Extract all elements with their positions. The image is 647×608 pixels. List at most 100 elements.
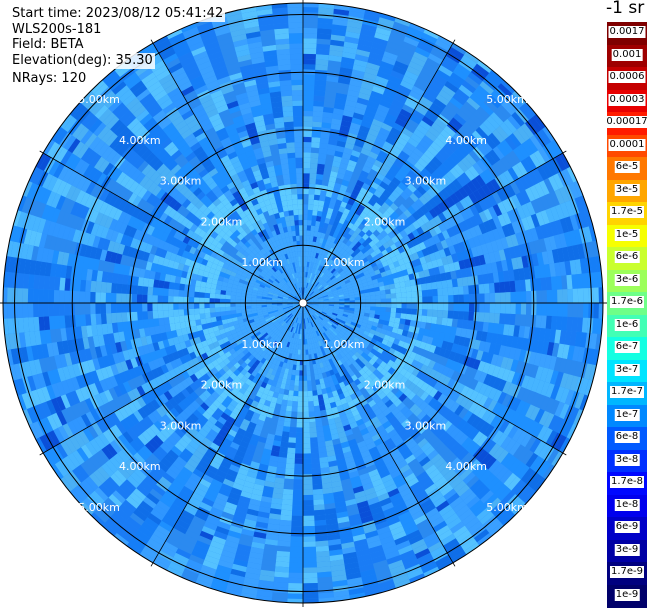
range-gate-cell <box>292 500 303 506</box>
range-gate-cell <box>279 447 287 453</box>
range-gate-cell <box>303 106 313 111</box>
range-gate-cell <box>303 407 309 412</box>
range-gate-cell <box>303 173 310 178</box>
range-gate-cell <box>547 290 553 303</box>
range-gate-cell <box>295 448 303 453</box>
range-gate-cell <box>303 433 310 438</box>
range-gate-cell <box>375 307 381 311</box>
range-gate-cell <box>290 380 295 386</box>
range-gate-cell <box>303 158 311 163</box>
range-gate-cell <box>297 412 303 417</box>
range-gate-cell <box>303 536 316 542</box>
range-gate-cell <box>311 142 320 148</box>
range-gate-cell <box>305 350 308 355</box>
range-gate-cell <box>459 303 464 311</box>
range-gate-cell <box>311 380 316 386</box>
range-gate-cell <box>448 311 454 319</box>
range-gate-cell <box>317 572 332 578</box>
range-gate-cell <box>313 489 323 495</box>
range-gate-cell <box>314 80 326 86</box>
range-gate-cell <box>412 303 417 309</box>
range-gate-cell <box>303 199 308 204</box>
range-gate-cell <box>316 179 323 185</box>
range-gate-cell <box>526 291 532 303</box>
range-gate-cell <box>437 310 443 318</box>
range-gate-cell <box>396 303 401 308</box>
range-gate-cell <box>390 288 396 293</box>
range-gate-cell <box>303 422 310 427</box>
range-gate-cell <box>303 376 307 381</box>
range-gate-cell <box>303 542 316 548</box>
range-gate-cell <box>313 116 323 122</box>
range-gate-cell <box>526 303 532 315</box>
range-gate-cell <box>552 303 558 316</box>
range-gate-cell <box>318 447 326 453</box>
range-gate-cell <box>504 281 510 292</box>
range-gate-cell <box>298 402 303 407</box>
range-gate-cell <box>303 443 311 448</box>
range-gate-cell <box>314 85 326 91</box>
range-gate-cell <box>280 520 292 526</box>
range-gate-cell <box>432 289 438 296</box>
range-gate-cell <box>306 365 310 370</box>
range-gate-cell <box>319 0 335 4</box>
range-gate-cell <box>317 436 325 442</box>
range-gate-cell <box>421 284 427 291</box>
range-gate-cell <box>314 510 325 516</box>
range-gate-cell <box>294 474 303 479</box>
range-gate-cell <box>303 152 311 157</box>
range-gate-cell <box>411 309 417 315</box>
range-gate-cell <box>412 297 417 303</box>
range-gate-cell <box>489 313 495 323</box>
range-gate-cell <box>438 296 443 303</box>
range-gate-cell <box>396 293 402 298</box>
range-gate-cell <box>308 194 314 200</box>
range-gate-cell <box>422 297 427 304</box>
range-gate-cell <box>310 158 318 164</box>
range-gate-cell <box>314 406 320 412</box>
range-gate-cell <box>562 303 568 317</box>
range-gate-cell <box>303 85 314 91</box>
range-gate-cell <box>541 278 547 291</box>
range-gate-cell <box>355 303 360 306</box>
range-gate-cell <box>303 355 306 360</box>
range-gate-cell <box>485 293 490 303</box>
range-gate-cell <box>290 542 303 548</box>
range-gate-cell <box>319 148 328 154</box>
range-gate-cell <box>316 426 323 432</box>
range-gate-cell <box>464 303 470 312</box>
range-gate-cell <box>282 499 293 505</box>
range-gate-cell <box>442 280 448 288</box>
range-gate-cell <box>307 225 311 231</box>
range-gate-cell <box>303 7 319 13</box>
range-gate-cell <box>317 39 331 45</box>
range-gate-cell <box>370 295 376 299</box>
range-gate-cell <box>319 405 326 411</box>
range-gate-cell <box>319 452 328 458</box>
range-gate-cell <box>307 386 312 392</box>
range-gate-cell <box>468 285 474 294</box>
range-gate-cell <box>463 311 469 320</box>
range-gate-cell <box>293 495 303 500</box>
range-gate-cell <box>303 132 312 137</box>
range-gate-cell <box>290 422 297 428</box>
range-gate-cell <box>278 457 287 463</box>
range-gate-cell <box>303 194 309 199</box>
range-gate-cell <box>474 303 479 312</box>
range-gate-cell <box>380 290 386 295</box>
range-gate-cell <box>510 292 516 303</box>
range-gate-cell <box>375 291 381 296</box>
range-gate-cell <box>315 525 327 531</box>
range-gate-cell <box>396 308 402 313</box>
range-gate-cell <box>453 311 459 319</box>
range-gate-cell <box>308 199 314 205</box>
range-gate-cell <box>313 494 324 500</box>
range-gate-cell <box>289 573 303 579</box>
range-gate-cell <box>386 307 392 312</box>
range-gate-cell <box>457 278 463 287</box>
range-gate-cell <box>443 295 448 303</box>
range-gate-cell <box>314 96 325 102</box>
range-gate-cell <box>433 296 438 303</box>
range-gate-cell <box>386 298 391 303</box>
range-gate-cell <box>316 546 329 552</box>
